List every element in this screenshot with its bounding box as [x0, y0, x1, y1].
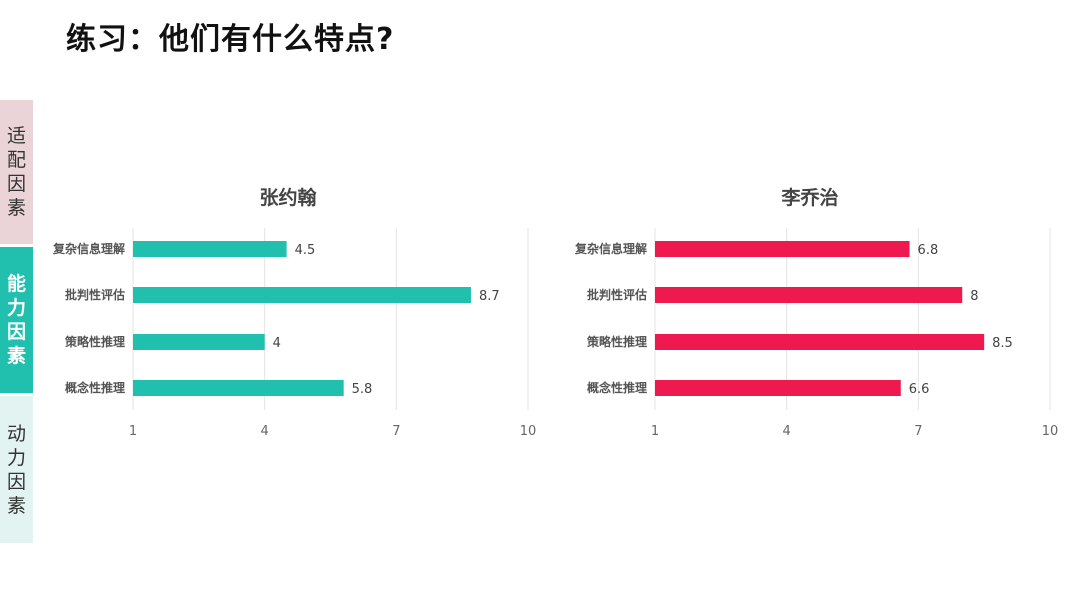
bar — [655, 334, 985, 350]
x-tick-label: 1 — [651, 424, 659, 439]
data-label: 8 — [970, 289, 978, 304]
x-tick-label: 1 — [129, 424, 137, 439]
chart-title: 张约翰 — [259, 186, 316, 209]
bar — [133, 380, 344, 396]
side-tab-char: 能 — [6, 273, 26, 295]
data-label: 6.8 — [918, 243, 939, 258]
tab-motivation-factors[interactable]: 动力因素 — [0, 396, 33, 543]
side-tab-char: 配 — [6, 149, 26, 171]
data-label: 8.7 — [479, 289, 500, 304]
side-tab-char: 素 — [6, 345, 26, 367]
side-tab-char: 因 — [6, 173, 26, 195]
tab-fit-factors[interactable]: 适配因素 — [0, 100, 33, 244]
chart-title: 李乔治 — [780, 186, 838, 209]
category-label: 策略性推理 — [65, 334, 125, 349]
data-label: 4.5 — [295, 243, 316, 258]
data-label: 4 — [273, 336, 281, 351]
side-tab-char: 力 — [6, 446, 26, 469]
x-tick-label: 4 — [261, 424, 269, 439]
category-label: 策略性推理 — [587, 334, 647, 349]
category-label: 复杂信息理解 — [52, 241, 125, 256]
category-label: 概念性推理 — [587, 380, 647, 395]
side-tab-char: 力 — [6, 297, 26, 319]
x-tick-label: 10 — [520, 424, 537, 439]
category-label: 批判性评估 — [587, 287, 647, 302]
tab-ability-factors[interactable]: 能力因素 — [0, 247, 33, 393]
side-tab-char: 素 — [6, 494, 26, 517]
bar — [133, 241, 287, 257]
category-label: 批判性评估 — [65, 287, 125, 302]
x-tick-label: 7 — [914, 424, 922, 439]
side-tab-char: 因 — [6, 321, 26, 343]
x-tick-label: 10 — [1042, 424, 1059, 439]
side-tab-char: 动 — [6, 422, 26, 445]
bar — [655, 380, 901, 396]
side-tab-char: 因 — [6, 470, 26, 493]
bar — [655, 287, 963, 303]
category-label: 复杂信息理解 — [574, 241, 647, 256]
x-tick-label: 7 — [392, 424, 400, 439]
category-label: 概念性推理 — [65, 380, 125, 395]
data-label: 8.5 — [992, 336, 1013, 351]
bar — [133, 334, 265, 350]
data-label: 5.8 — [352, 382, 373, 397]
bar — [655, 241, 910, 257]
x-tick-label: 4 — [783, 424, 791, 439]
side-tab-char: 适 — [6, 125, 26, 147]
page-title: 练习：他们有什么特点? — [66, 22, 395, 57]
bar — [133, 287, 471, 303]
side-tab-char: 素 — [6, 197, 26, 219]
data-label: 6.6 — [909, 382, 930, 397]
